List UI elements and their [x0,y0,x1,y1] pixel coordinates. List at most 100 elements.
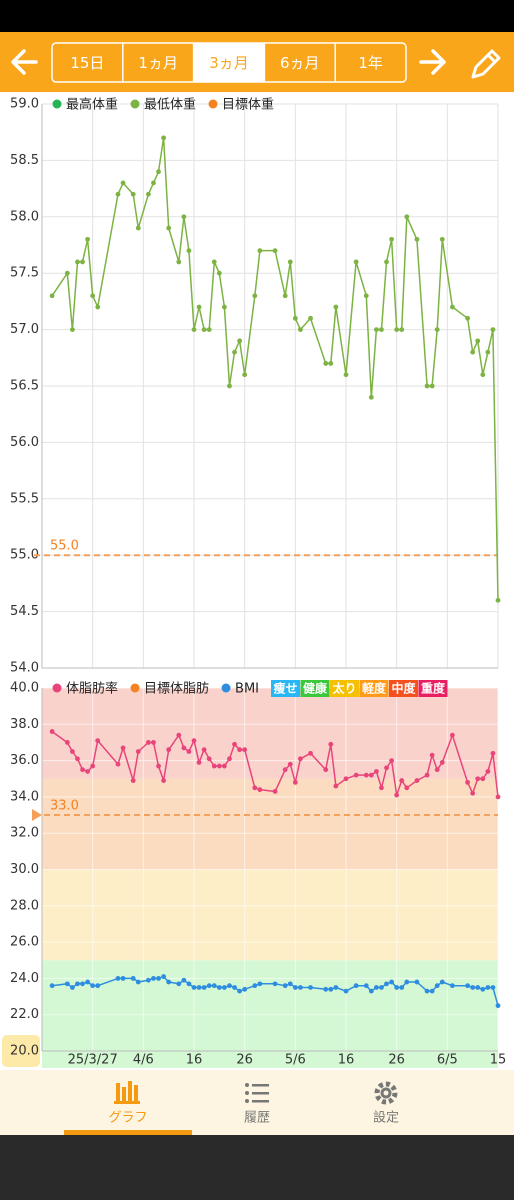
data-point [328,361,334,366]
data-point [257,787,263,793]
data-point [485,985,491,990]
nav-label[interactable]: グラフ [108,1111,147,1126]
band-chip [389,680,418,697]
nav-label[interactable]: 設定 [373,1110,399,1126]
data-point [216,270,222,276]
x-tick-label: 26 [236,1053,253,1068]
data-point [495,794,501,800]
data-point [135,749,141,754]
data-point [75,981,80,987]
data-point [90,293,96,299]
data-point [64,270,70,276]
data-point [75,259,80,265]
legend-dot [208,99,218,109]
data-point [181,977,187,983]
data-point [480,986,486,992]
data-point [475,985,481,990]
data-point [161,974,167,979]
data-point [211,259,217,265]
y-tick-label: 22.0 [10,1007,39,1022]
series-line [51,137,499,601]
data-point [242,372,248,378]
data-point [186,749,192,754]
data-point [389,236,394,242]
data-point [120,180,126,186]
data-point [95,304,101,310]
data-point [414,979,420,985]
data-point [196,304,202,310]
data-point [353,772,359,778]
list-icon-dot [245,1091,249,1095]
y-tick-label: 55.0 [10,548,39,563]
forward-arrow[interactable] [419,49,446,75]
data-point [135,979,141,985]
band-label: 中度 [391,681,416,696]
legend-dot [221,683,231,693]
data-point [252,785,258,791]
data-point [353,259,359,265]
data-point [450,304,455,310]
data-point [191,738,197,744]
data-point [232,741,237,747]
data-point [115,191,121,197]
legend-label: 目標体脂肪 [144,681,209,697]
data-point [151,976,156,981]
data-point [333,985,339,990]
data-point [450,732,455,738]
x-tick-label: 4/6 [133,1053,154,1068]
data-point [120,976,126,981]
range-option[interactable]: 15日 [70,54,104,72]
x-tick-label: 15 [490,1053,507,1068]
x-tick-label: 6/5 [437,1053,458,1068]
y-tick-label: 58.0 [10,209,39,224]
target-label: 55.0 [50,539,79,554]
data-point [227,756,232,762]
band-chip [359,680,389,697]
data-point [353,983,359,989]
data-point [130,976,136,981]
x-tick-label: 26 [388,1053,405,1068]
data-point [272,789,278,794]
data-point [439,760,445,765]
data-point [475,338,481,344]
band-label: 重度 [421,681,446,696]
data-point [343,372,349,378]
data-point [374,985,379,990]
data-point [222,304,227,310]
legend-dot [52,99,62,109]
data-point [90,763,96,769]
range-option[interactable]: 1年 [358,54,383,72]
data-point [166,225,172,231]
data-point [211,763,217,769]
range-option[interactable]: 3ヵ月 [209,54,249,72]
range-selector: 15日 1ヵ月 3ヵ月 6ヵ月 1年 [51,42,407,83]
data-point [237,338,243,344]
range-option[interactable]: 1ヵ月 [138,54,178,72]
data-point [201,985,207,990]
data-point [237,747,243,753]
range-option[interactable]: 6ヵ月 [280,54,320,72]
data-point [216,763,222,769]
legend-label: 体脂肪率 [66,681,118,697]
data-point [70,985,75,990]
data-point [465,779,470,785]
y-tick-label: 20.0 [10,1044,39,1059]
y-tick-label: 59.0 [10,97,39,112]
data-point [399,985,405,990]
data-point [120,745,126,751]
data-point [485,349,491,355]
nav-label[interactable]: 履歴 [244,1111,270,1126]
data-point [85,979,90,985]
y-tick-label: 40.0 [10,681,39,696]
data-point [166,979,172,985]
data-point [323,767,329,773]
data-point [80,981,85,987]
data-point [308,750,313,756]
edit-icon[interactable] [471,49,501,79]
segment-selected [193,43,265,82]
back-arrow[interactable] [11,49,38,75]
data-point [495,597,501,603]
data-point [237,988,243,994]
data-point [363,772,369,778]
